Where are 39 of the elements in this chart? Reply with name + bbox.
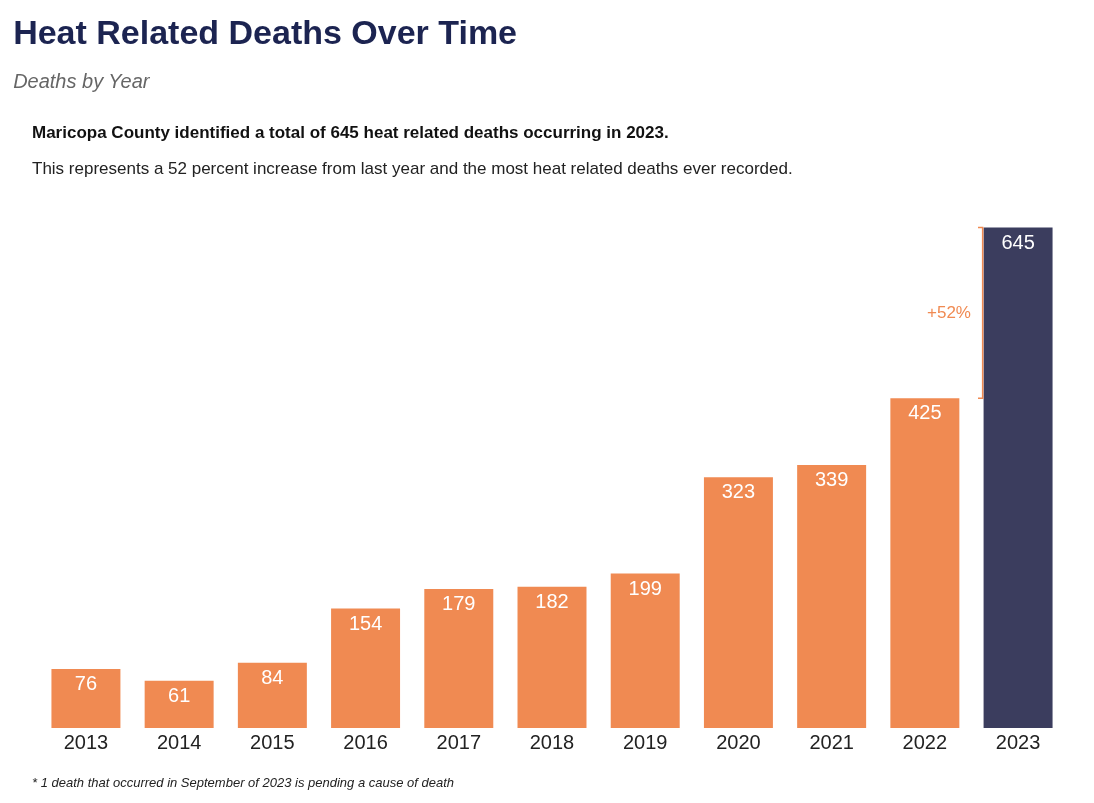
data-label: 339	[814, 467, 849, 490]
annotation: +52%	[927, 303, 971, 322]
x-tick-label: 2017	[436, 731, 482, 753]
bar	[983, 227, 1053, 728]
data-label: 179	[442, 592, 476, 615]
x-tick-label: 2019	[622, 731, 668, 753]
text: Maricopa County identified a total of 645 heat related deaths occurring in 2023.	[32, 123, 669, 142]
bar	[890, 398, 960, 728]
bar	[237, 662, 307, 728]
chart-title: Heat Related Deaths Over Time	[13, 13, 518, 52]
data-label: 84	[261, 665, 284, 688]
data-label: 154	[348, 611, 383, 634]
x-tick-label: 2015	[250, 731, 295, 753]
bar	[517, 586, 587, 728]
data-label: 61	[168, 683, 191, 706]
data-label: 425	[908, 401, 942, 424]
bar	[424, 589, 494, 728]
chart-subtitle: Deaths by Year	[13, 70, 151, 93]
text: This represents a 52 percent increase from last year and the most heat related deaths ever recorded.	[32, 159, 793, 178]
data-label: 182	[535, 589, 569, 612]
data-label: 76	[74, 672, 98, 695]
data-label: 323	[721, 480, 756, 503]
x-tick-label: 2014	[156, 731, 202, 753]
x-tick-label: 2021	[809, 731, 854, 753]
x-tick-label: 2013	[63, 731, 109, 753]
bar	[144, 680, 214, 728]
data-label: 199	[628, 576, 662, 599]
x-tick-label: 2020	[716, 731, 761, 753]
x-tick-label: 2018	[529, 731, 575, 753]
x-tick-label: 2023	[995, 731, 1041, 753]
bar	[797, 464, 867, 728]
bar	[703, 477, 773, 728]
x-tick-label: 2016	[343, 731, 388, 753]
bar	[331, 608, 401, 728]
data-label: 645	[1001, 230, 1035, 253]
bar	[610, 573, 680, 728]
bar	[51, 669, 121, 728]
x-tick-label: 2022	[902, 731, 948, 753]
text: * 1 death that occurred in September of 2023 is pending a cause of death	[32, 775, 455, 790]
